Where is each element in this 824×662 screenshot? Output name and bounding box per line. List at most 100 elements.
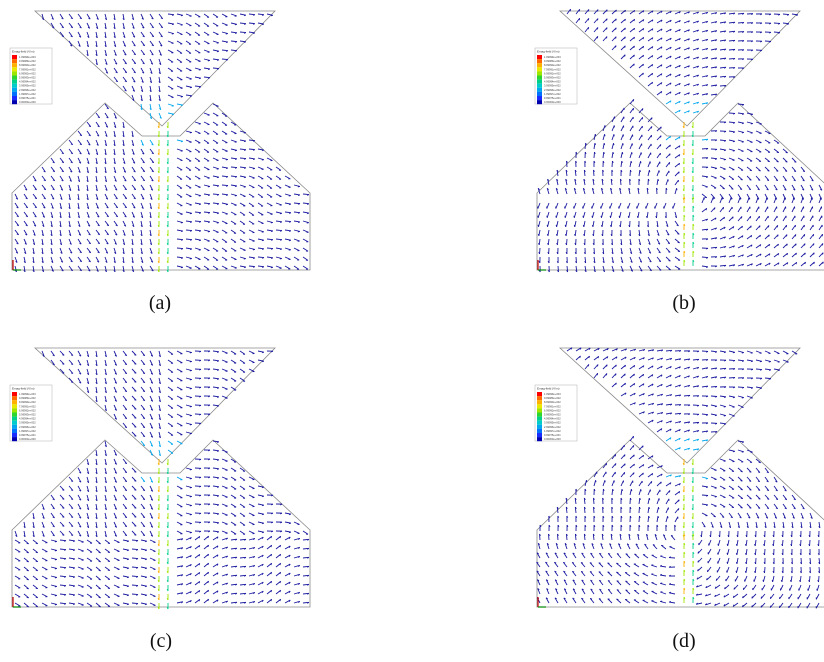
field-arrow xyxy=(131,512,137,518)
field-arrow xyxy=(158,103,162,110)
field-arrowhead xyxy=(688,385,691,387)
field-arrowhead xyxy=(150,408,153,411)
field-arrow xyxy=(113,494,118,501)
field-arrow xyxy=(185,413,192,416)
field-arrow xyxy=(68,193,71,200)
field-arrowhead xyxy=(715,12,718,15)
field-arrow xyxy=(230,148,237,151)
field-arrow xyxy=(158,40,163,47)
field-arrow xyxy=(131,521,137,527)
field-arrow xyxy=(665,144,671,150)
field-arrow xyxy=(41,512,45,519)
field-arrowhead xyxy=(216,495,220,497)
field-arrowhead xyxy=(660,55,663,58)
field-arrow xyxy=(584,26,590,33)
field-arrow xyxy=(556,220,559,227)
field-arrow xyxy=(737,130,744,133)
field-arrow xyxy=(50,521,55,528)
field-arrow xyxy=(746,350,753,354)
field-arrowhead xyxy=(104,153,107,156)
field-arrow xyxy=(176,247,184,250)
field-arrow xyxy=(212,49,219,52)
field-arrow xyxy=(656,82,663,87)
field-arrow xyxy=(637,188,640,195)
field-arrow xyxy=(140,49,146,56)
field-arrow xyxy=(647,10,654,15)
field-arrow xyxy=(140,521,146,527)
field-arrowhead xyxy=(715,84,718,87)
field-arrow xyxy=(692,385,699,388)
field-arrowhead xyxy=(208,485,211,488)
field-arrowhead xyxy=(639,169,641,173)
field-arrow xyxy=(185,503,192,506)
field-arrowhead xyxy=(732,360,736,362)
legend-swatch xyxy=(537,87,542,92)
field-arrow xyxy=(77,175,81,182)
field-arrowhead xyxy=(114,372,117,375)
field-arrowhead xyxy=(106,107,109,110)
field-arrow xyxy=(131,575,139,578)
field-arrowhead xyxy=(25,206,28,209)
field-arrow xyxy=(203,58,210,61)
field-arrowhead xyxy=(777,32,781,34)
field-arrowhead xyxy=(692,542,695,545)
field-arrow xyxy=(782,184,787,191)
field-arrow xyxy=(620,143,624,150)
field-arrowhead xyxy=(225,185,229,187)
field-arrowhead xyxy=(88,17,91,20)
field-arrowhead xyxy=(647,524,650,527)
field-arrow xyxy=(95,193,99,200)
field-arrow xyxy=(140,229,143,236)
field-arrow xyxy=(59,238,63,245)
field-arrowhead xyxy=(134,480,137,482)
field-arrow xyxy=(583,229,586,237)
field-arrowhead xyxy=(216,441,220,443)
field-arrow xyxy=(611,116,616,123)
field-arrowhead xyxy=(157,180,160,183)
field-arrow xyxy=(575,265,578,273)
field-arrowhead xyxy=(208,413,211,416)
field-arrow xyxy=(248,247,255,250)
field-arrow xyxy=(50,593,57,596)
field-arrow xyxy=(547,220,550,227)
field-arrow xyxy=(176,166,183,171)
field-arrowhead xyxy=(87,535,89,538)
field-arrow xyxy=(239,547,247,550)
field-arrow xyxy=(674,394,681,397)
caption-c: (c) xyxy=(149,630,173,652)
field-arrowhead xyxy=(802,507,805,510)
field-arrow xyxy=(122,175,127,182)
field-arrow xyxy=(86,368,90,375)
field-arrow xyxy=(32,557,39,563)
field-arrow xyxy=(212,202,220,205)
field-arrowhead xyxy=(70,44,73,47)
field-arrowhead xyxy=(279,212,282,215)
field-arrowhead xyxy=(261,522,264,525)
field-arrowhead xyxy=(682,162,685,165)
field-arrowhead xyxy=(575,160,578,163)
field-arrow xyxy=(203,535,209,541)
field-arrow xyxy=(14,539,21,544)
field-arrow xyxy=(230,530,237,535)
field-arrow xyxy=(564,543,568,550)
field-arrowhead xyxy=(115,233,118,236)
field-arrowhead xyxy=(54,568,57,570)
field-arrow xyxy=(647,455,654,460)
field-arrowhead xyxy=(722,516,725,518)
field-arrowhead xyxy=(142,534,145,537)
field-arrow xyxy=(764,476,769,483)
field-arrow xyxy=(647,72,653,78)
field-arrowhead xyxy=(280,530,283,533)
field-arrowhead xyxy=(141,80,144,83)
field-arrowhead xyxy=(261,351,264,354)
field-arrowhead xyxy=(750,254,753,257)
field-arrow xyxy=(719,494,726,498)
field-arrowhead xyxy=(606,364,608,367)
field-arrow xyxy=(23,557,29,563)
field-arrowhead xyxy=(114,126,117,128)
field-arrow xyxy=(50,566,57,569)
field-arrow xyxy=(86,265,91,272)
field-arrowhead xyxy=(52,363,55,366)
field-arrow xyxy=(185,49,192,54)
field-arrowhead xyxy=(54,550,57,552)
